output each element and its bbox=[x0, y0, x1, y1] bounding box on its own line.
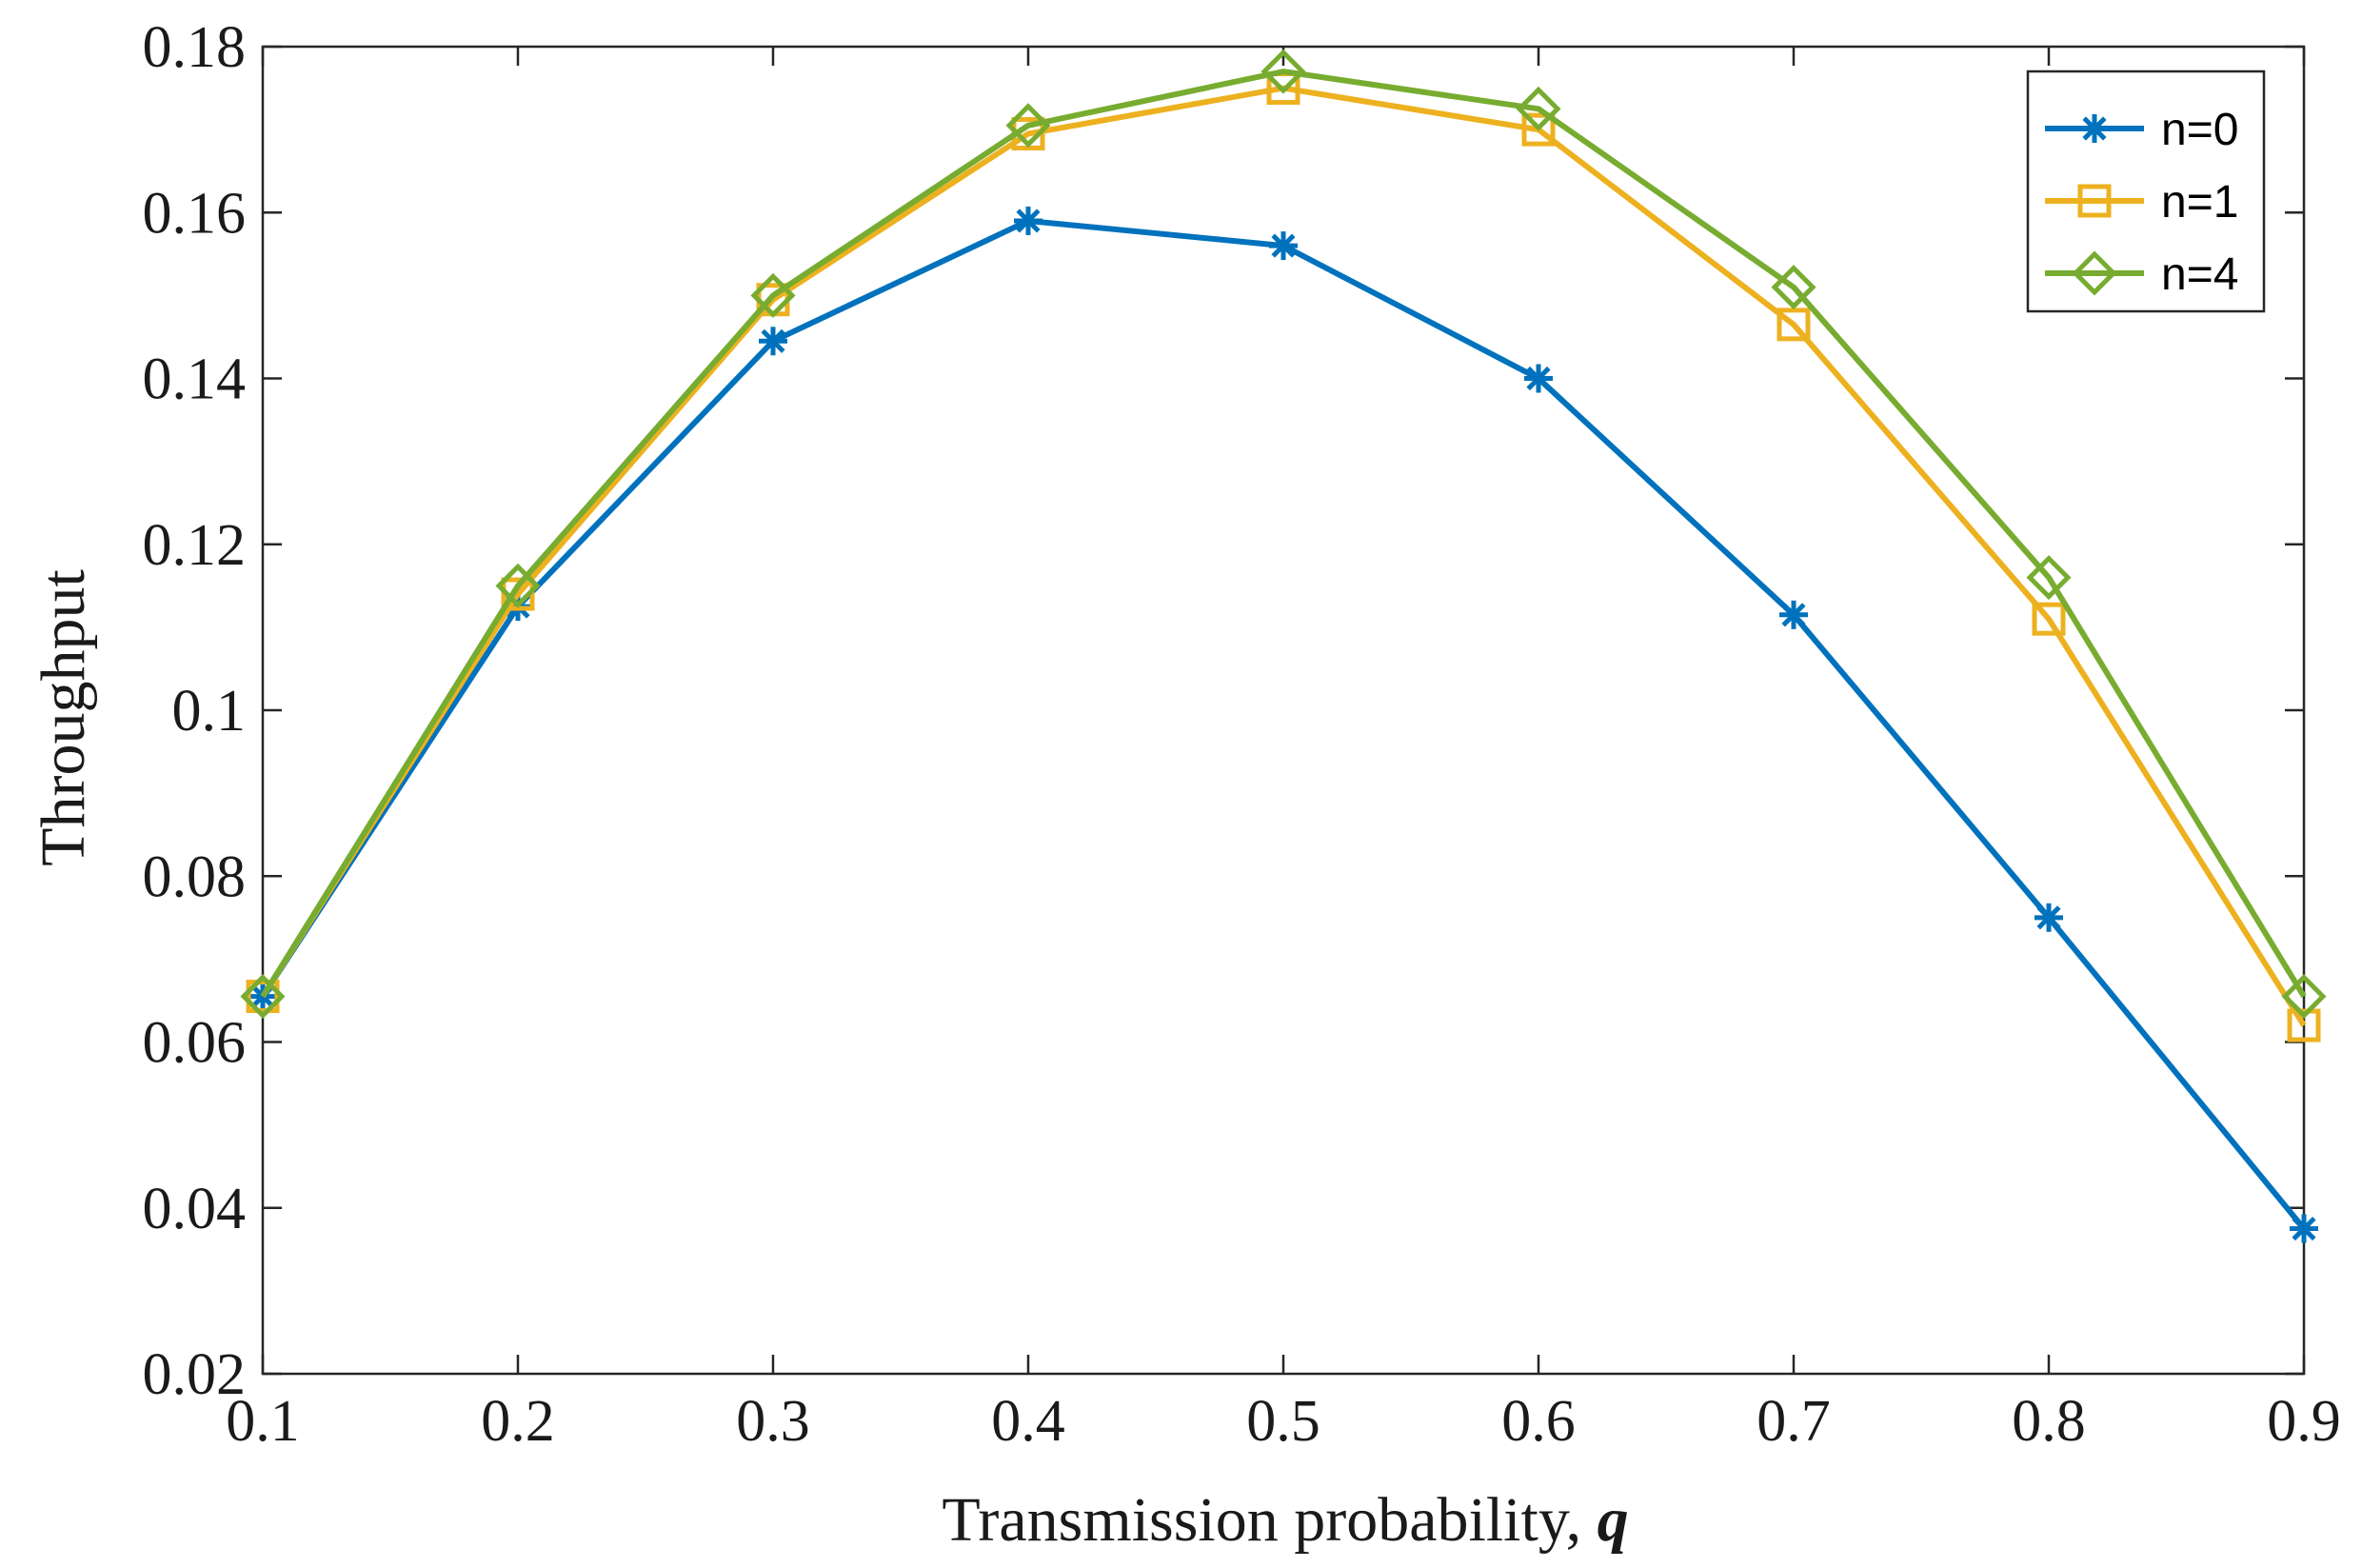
data-point-n=0 bbox=[759, 327, 787, 356]
x-tick-label: 0.8 bbox=[2012, 1389, 2086, 1454]
data-point-n=0 bbox=[1014, 206, 1042, 235]
data-point-n=0 bbox=[1269, 231, 1298, 261]
data-point-n=4 bbox=[1005, 103, 1051, 149]
x-tick-label: 0.6 bbox=[1501, 1389, 1576, 1454]
legend-entry-n=0: n=0 bbox=[2045, 105, 2238, 155]
data-point-n=1 bbox=[1521, 112, 1556, 147]
x-tick-label: 0.5 bbox=[1246, 1389, 1320, 1454]
x-tick-label: 0.9 bbox=[2267, 1389, 2341, 1454]
x-axis-title: Transmission probability, q bbox=[942, 1485, 1628, 1555]
data-point-n=4 bbox=[2281, 974, 2327, 1020]
data-point-n=0 bbox=[1524, 364, 1553, 393]
data-point-n=4 bbox=[1771, 265, 1816, 310]
series-line-n=0 bbox=[260, 217, 2307, 1231]
legend-label: n=0 bbox=[2161, 105, 2238, 155]
legend-marker bbox=[2080, 114, 2109, 143]
x-tick-label: 0.2 bbox=[481, 1389, 555, 1454]
legend-marker bbox=[2072, 250, 2117, 296]
data-point-n=4 bbox=[495, 563, 541, 608]
data-point-n=1 bbox=[246, 980, 280, 1014]
legend: n=0 n=1 n=4 bbox=[2026, 69, 2266, 313]
data-point-n=1 bbox=[2032, 602, 2066, 636]
data-point-n=0 bbox=[2034, 903, 2063, 932]
legend-entry-n=1: n=1 bbox=[2045, 177, 2238, 228]
data-point-n=1 bbox=[1776, 308, 1811, 342]
y-tick-label: 0.16 bbox=[143, 181, 247, 246]
data-point-n=4 bbox=[1516, 86, 1561, 131]
data-point-n=1 bbox=[501, 577, 535, 611]
y-axis-title: Throughput bbox=[29, 569, 98, 866]
data-point-n=4 bbox=[1260, 49, 1306, 94]
legend-label: n=1 bbox=[2161, 177, 2238, 228]
legend-marker bbox=[2077, 184, 2112, 218]
y-tick-label: 0.06 bbox=[143, 1011, 247, 1076]
x-axis-title-variable: q bbox=[1598, 1485, 1629, 1555]
data-point-n=4 bbox=[2026, 555, 2072, 601]
series-n=4 bbox=[240, 49, 2327, 1020]
y-tick-label: 0.1 bbox=[172, 679, 247, 744]
data-point-n=0 bbox=[2290, 1214, 2318, 1243]
axes: 0.1 0.2 0.3 0.4 0.5 0.6 0.7 0.8 0.9 0.02 0.04 0.06 0… bbox=[143, 15, 2341, 1454]
series-n=0 bbox=[248, 206, 2318, 1243]
data-point-n=1 bbox=[2287, 1008, 2321, 1042]
legend-label: n=4 bbox=[2161, 249, 2238, 300]
x-axis-title-text: Transmission probability, bbox=[942, 1485, 1597, 1555]
y-tick-label: 0.08 bbox=[143, 844, 247, 909]
legend-entry-n=4: n=4 bbox=[2045, 249, 2238, 300]
x-tick-label: 0.3 bbox=[736, 1389, 810, 1454]
data-point-n=0 bbox=[1779, 600, 1808, 629]
series-group bbox=[240, 49, 2327, 1243]
x-tick-label: 0.7 bbox=[1757, 1389, 1831, 1454]
y-tick-label: 0.12 bbox=[143, 513, 247, 578]
x-tick-label: 0.1 bbox=[226, 1389, 300, 1454]
y-tick-label: 0.02 bbox=[143, 1342, 247, 1407]
y-tick-label: 0.18 bbox=[143, 15, 247, 80]
series-line-n=4 bbox=[260, 69, 2307, 999]
x-tick-label: 0.4 bbox=[991, 1389, 1065, 1454]
data-point-n=4 bbox=[240, 974, 286, 1020]
y-tick-label: 0.14 bbox=[143, 347, 247, 412]
series-n=1 bbox=[246, 71, 2321, 1042]
y-tick-label: 0.04 bbox=[143, 1177, 247, 1241]
data-point-n=4 bbox=[750, 272, 796, 318]
